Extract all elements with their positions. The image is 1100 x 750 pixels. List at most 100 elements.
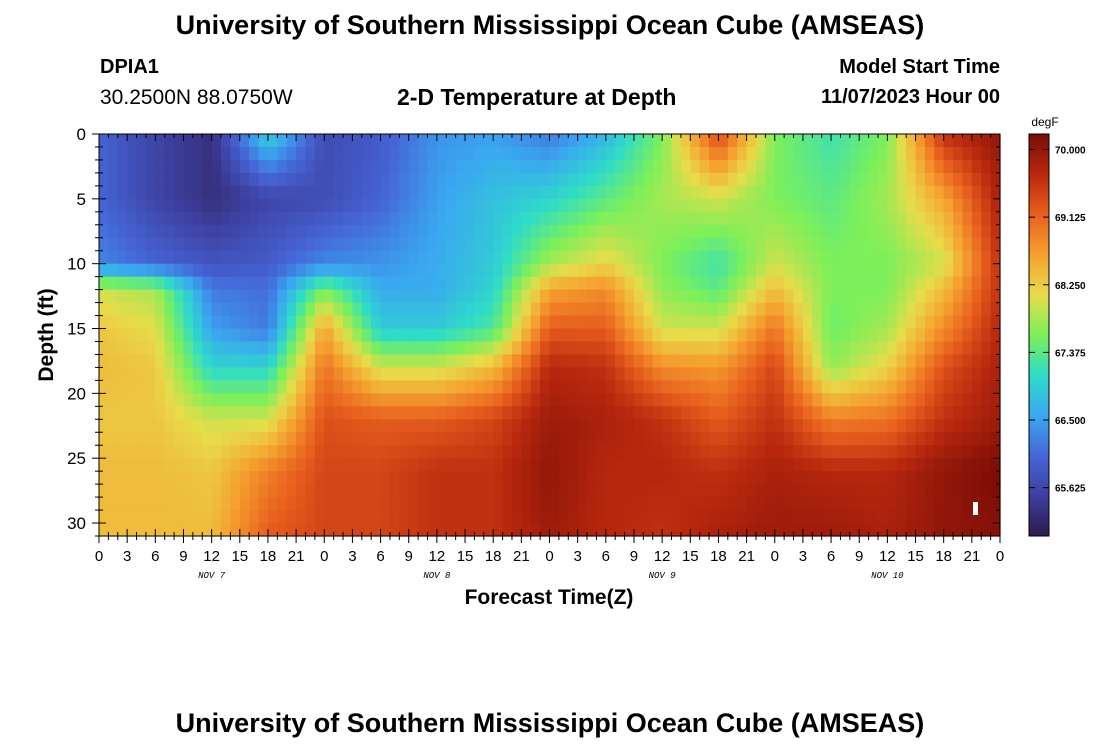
x-axis-ticks xyxy=(98,134,1001,543)
heatmap-cell xyxy=(587,471,598,485)
heatmap-cell xyxy=(784,328,795,343)
heatmap-cell xyxy=(558,328,569,343)
heatmap-cell xyxy=(530,471,541,485)
heatmap-cell xyxy=(671,263,682,278)
heatmap-cell xyxy=(953,523,964,537)
heatmap-cell xyxy=(605,289,616,304)
heatmap-cell xyxy=(868,159,879,174)
heatmap-cell xyxy=(418,471,429,485)
heatmap-cell xyxy=(774,302,785,317)
heatmap-cell xyxy=(877,198,888,213)
heatmap-cell xyxy=(446,198,457,213)
heatmap-cell xyxy=(389,302,400,317)
heatmap-cell xyxy=(361,484,372,498)
heatmap-cell xyxy=(324,380,335,394)
heatmap-cell xyxy=(990,393,1001,407)
heatmap-cell xyxy=(99,263,109,278)
heatmap-cell xyxy=(877,315,888,330)
heatmap-cell xyxy=(755,146,766,161)
heatmap-cell xyxy=(436,289,447,304)
heatmap-cell xyxy=(859,224,870,239)
heatmap-cell xyxy=(117,172,128,187)
heatmap-cell xyxy=(587,159,598,174)
heatmap-cell xyxy=(211,432,222,446)
heatmap-cell xyxy=(849,211,860,226)
heatmap-cell xyxy=(511,367,522,381)
heatmap-cell xyxy=(343,302,354,317)
heatmap-cell xyxy=(840,159,851,174)
heatmap-cell xyxy=(633,497,644,511)
heatmap-cell xyxy=(962,419,973,433)
heatmap-cell xyxy=(915,315,926,330)
heatmap-cell xyxy=(493,367,504,381)
heatmap-cell xyxy=(906,341,917,356)
heatmap-cell xyxy=(455,237,466,252)
heatmap-cell xyxy=(605,432,616,446)
heatmap-cell xyxy=(840,172,851,187)
heatmap-cell xyxy=(662,523,673,537)
heatmap-cell xyxy=(737,276,748,291)
heatmap-cell xyxy=(962,484,973,498)
heatmap-cell xyxy=(859,250,870,265)
heatmap-cell xyxy=(530,224,541,239)
heatmap-cell xyxy=(784,471,795,485)
heatmap-cell xyxy=(324,341,335,356)
heatmap-cell xyxy=(380,198,391,213)
heatmap-cell xyxy=(305,497,316,511)
heatmap-cell xyxy=(239,497,250,511)
heatmap-cell xyxy=(849,198,860,213)
date-labels: NOV 7 NOV 8 NOV 9 NOV 10 xyxy=(198,571,904,581)
heatmap-cell xyxy=(230,250,241,265)
heatmap-cell xyxy=(765,263,776,278)
heatmap-cell xyxy=(333,341,344,356)
heatmap-cell xyxy=(502,419,513,433)
heatmap-cell xyxy=(746,432,757,446)
heatmap-cell xyxy=(258,354,269,369)
heatmap-cell xyxy=(455,458,466,472)
heatmap-cell xyxy=(145,484,156,498)
heatmap-cell xyxy=(324,367,335,381)
heatmap-cell xyxy=(314,185,325,200)
heatmap-cell xyxy=(343,393,354,407)
heatmap-cell xyxy=(596,198,607,213)
heatmap-cell xyxy=(371,237,382,252)
heatmap-cell xyxy=(127,510,138,524)
heatmap-cell xyxy=(343,315,354,330)
heatmap-cell xyxy=(962,445,973,459)
heatmap-cell xyxy=(174,510,185,524)
heatmap-cell xyxy=(465,458,476,472)
heatmap-cell xyxy=(953,185,964,200)
heatmap-cell xyxy=(709,497,720,511)
heatmap-cell xyxy=(418,198,429,213)
heatmap-cell xyxy=(521,185,532,200)
heatmap-cell xyxy=(812,198,823,213)
heatmap-cell xyxy=(643,380,654,394)
heatmap-cell xyxy=(934,510,945,524)
heatmap-cell xyxy=(314,445,325,459)
heatmap-cell xyxy=(877,159,888,174)
heatmap-cell xyxy=(746,367,757,381)
heatmap-cell xyxy=(389,211,400,226)
heatmap-cell xyxy=(596,367,607,381)
heatmap-cell xyxy=(502,263,513,278)
heatmap-cell xyxy=(877,302,888,317)
heatmap-cell xyxy=(812,224,823,239)
heatmap-cell xyxy=(887,315,898,330)
heatmap-cell xyxy=(239,159,250,174)
heatmap-cell xyxy=(305,354,316,369)
heatmap-cell xyxy=(915,134,926,148)
heatmap-cell xyxy=(483,185,494,200)
heatmap-cell xyxy=(286,159,297,174)
heatmap-cell xyxy=(680,315,691,330)
heatmap-cell xyxy=(221,263,231,278)
heatmap-cell xyxy=(577,484,588,498)
heatmap-cell xyxy=(953,134,964,148)
heatmap-cell xyxy=(418,263,429,278)
heatmap-cell xyxy=(305,315,316,330)
heatmap-cell xyxy=(455,367,466,381)
x-tick-label: 3 xyxy=(573,548,581,565)
heatmap-cell xyxy=(127,250,138,265)
heatmap-cell xyxy=(136,367,147,381)
heatmap-cell xyxy=(174,328,185,343)
heatmap-cell xyxy=(502,393,513,407)
